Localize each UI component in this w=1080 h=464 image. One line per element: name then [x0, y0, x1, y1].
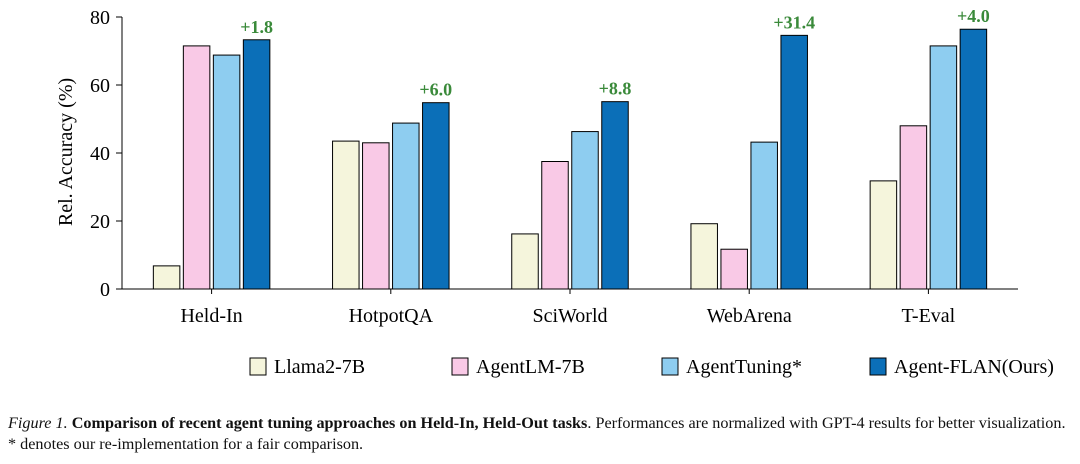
bar-annotation: +6.0 [419, 80, 452, 100]
bar [242, 39, 271, 290]
figure-label: Figure 1. [8, 414, 68, 432]
bar [690, 223, 718, 290]
bars [152, 28, 988, 290]
legend-swatch [661, 357, 679, 376]
y-tick-label: 20 [90, 211, 110, 233]
legend: Llama2-7B AgentLM-7B AgentTuning* Agent-FLA… [249, 356, 1054, 378]
legend-label: Agent-FLAN(Ours) [894, 356, 1054, 378]
bar-annotation: +31.4 [773, 12, 815, 32]
figure-caption: Figure 1. Comparison of recent agent tun… [8, 413, 1072, 455]
bar-annotation: +4.0 [957, 6, 990, 26]
legend-label: AgentLM-7B [476, 356, 585, 378]
caption-body: . Performances are normalized with GPT-4… [8, 414, 1066, 453]
y-axis-label: Rel. Accuracy (%) [55, 78, 77, 226]
bar [780, 34, 808, 290]
x-tick-labels: Held-In HotpotQA SciWorld WebArena T-Eval [180, 289, 956, 327]
legend-swatch [249, 357, 267, 376]
bar [750, 141, 778, 290]
bar [152, 265, 181, 290]
y-tick-label: 40 [90, 143, 110, 165]
x-tick-label: WebArena [707, 305, 792, 327]
x-tick-label: SciWorld [532, 305, 607, 327]
bar [869, 180, 898, 290]
y-tick-label: 0 [100, 279, 110, 301]
bar [392, 122, 420, 290]
y-tick-label: 80 [90, 7, 110, 29]
bar-chart: 0 20 40 60 80 Rel. Accuracy (%) Held-In Hotpo… [55, 6, 1054, 378]
bar [571, 131, 599, 290]
bar [511, 233, 539, 290]
legend-label: AgentTuning* [686, 356, 802, 378]
y-ticks: 0 20 40 60 80 [90, 7, 122, 301]
bar [422, 102, 450, 290]
bar [541, 161, 569, 290]
bar-annotations: +1.8 +6.0 +8.8 +31.4 +4.0 [240, 6, 990, 99]
bar [601, 101, 629, 290]
caption-title: Comparison of recent agent tuning approa… [71, 414, 588, 432]
y-tick-label: 60 [90, 75, 110, 97]
x-tick-label: T-Eval [902, 305, 956, 327]
legend-label: Llama2-7B [274, 356, 365, 378]
bar [720, 248, 748, 290]
legend-swatch [451, 357, 469, 376]
bar-annotation: +8.8 [599, 79, 632, 99]
legend-swatch [869, 357, 887, 376]
bar-annotation: +1.8 [240, 17, 273, 37]
bar [362, 142, 390, 290]
bar [212, 54, 241, 290]
bar [959, 28, 988, 290]
bar [899, 125, 928, 290]
bar [929, 45, 958, 290]
x-tick-label: Held-In [180, 305, 242, 327]
bar [332, 140, 360, 290]
bar [182, 45, 211, 290]
x-tick-label: HotpotQA [349, 305, 434, 327]
